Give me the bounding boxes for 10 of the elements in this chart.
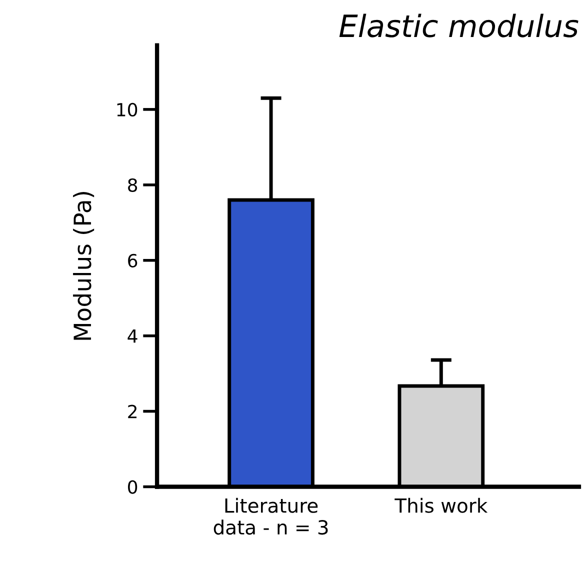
y-axis-title: Modulus (Pa) xyxy=(73,192,94,340)
x-tick-label: Literature data - n = 3 xyxy=(214,498,328,535)
chart-title: Elastic modulus xyxy=(339,14,578,38)
x-tick-label: This work xyxy=(394,498,488,513)
y-tick-label: 2 xyxy=(128,404,136,418)
y-tick-label: 0 xyxy=(128,480,138,494)
y-tick-label: 6 xyxy=(128,254,138,268)
y-tick-label: 10 xyxy=(117,102,138,117)
y-tick-label: 4 xyxy=(128,330,138,343)
y-tick-label: 8 xyxy=(128,178,138,192)
